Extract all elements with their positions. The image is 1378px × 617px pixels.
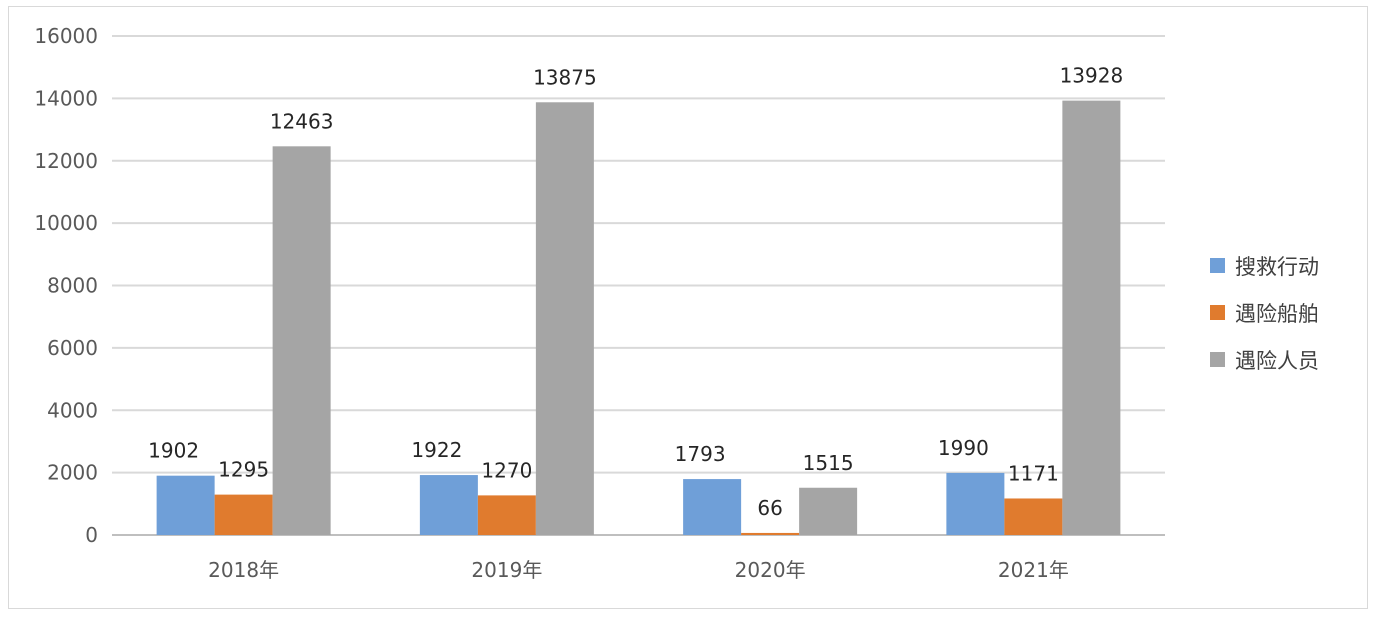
data-label-1-1: 1270 xyxy=(481,458,532,482)
data-label-0-1: 1922 xyxy=(411,438,462,462)
y-tick-label-8: 16000 xyxy=(34,24,98,48)
x-tick-label-3: 2021年 xyxy=(998,558,1069,582)
bar-0-1 xyxy=(419,475,478,535)
data-label-0-2: 1793 xyxy=(675,442,726,466)
bar-0-3 xyxy=(946,472,1005,535)
y-tick-label-7: 14000 xyxy=(34,86,98,110)
legend-item-2: 遇险人员 xyxy=(1210,336,1319,383)
legend: 搜救行动 遇险船舶 遇险人员 xyxy=(1210,242,1319,383)
data-label-0-0: 1902 xyxy=(148,439,199,463)
data-label-2-0: 12463 xyxy=(270,109,334,133)
x-tick-label-1: 2019年 xyxy=(471,558,542,582)
data-label-1-2: 66 xyxy=(757,496,782,520)
legend-item-0: 搜救行动 xyxy=(1210,242,1319,289)
y-tick-label-3: 6000 xyxy=(47,336,98,360)
y-tick-label-4: 8000 xyxy=(47,274,98,298)
data-label-2-3: 13928 xyxy=(1060,64,1124,88)
x-axis: 2018年 2019年 2020年 2021年 xyxy=(208,558,1069,582)
bar-2-3 xyxy=(1062,100,1121,536)
legend-label-0: 搜救行动 xyxy=(1235,254,1319,279)
y-tick-label-1: 2000 xyxy=(47,461,98,485)
bar-0-2 xyxy=(683,479,742,535)
data-label-1-3: 1171 xyxy=(1008,461,1059,485)
y-tick-label-2: 4000 xyxy=(47,398,98,422)
bar-1-0 xyxy=(214,494,273,535)
x-tick-label-2: 2020年 xyxy=(735,558,806,582)
bar-2-2 xyxy=(799,487,858,535)
x-tick-label-0: 2018年 xyxy=(208,558,279,582)
data-label-0-3: 1990 xyxy=(938,436,989,460)
data-labels: 1902 1295 12463 1922 1270 13875 1793 66 1515 1990… xyxy=(148,64,1123,520)
bar-1-3 xyxy=(1004,498,1063,535)
legend-swatch-2 xyxy=(1210,352,1225,367)
y-tick-label-6: 12000 xyxy=(34,149,98,173)
legend-swatch-1 xyxy=(1210,305,1225,320)
bars xyxy=(156,100,1121,536)
data-label-2-2: 1515 xyxy=(803,451,854,475)
legend-label-2: 遇险人员 xyxy=(1235,348,1319,373)
legend-item-1: 遇险船舶 xyxy=(1210,289,1319,336)
data-label-2-1: 13875 xyxy=(533,65,597,89)
y-tick-label-5: 10000 xyxy=(34,211,98,235)
data-label-1-0: 1295 xyxy=(218,458,269,482)
bar-0-0 xyxy=(156,475,215,535)
bar-1-1 xyxy=(477,495,536,535)
legend-label-1: 遇险船舶 xyxy=(1235,301,1319,326)
y-tick-label-0: 0 xyxy=(85,523,98,547)
bar-1-2 xyxy=(741,532,800,535)
y-axis: 0 2000 4000 6000 8000 10000 12000 14000 16000 xyxy=(34,24,98,547)
bar-2-0 xyxy=(272,146,331,535)
bar-2-1 xyxy=(535,102,594,535)
legend-swatch-0 xyxy=(1210,258,1225,273)
